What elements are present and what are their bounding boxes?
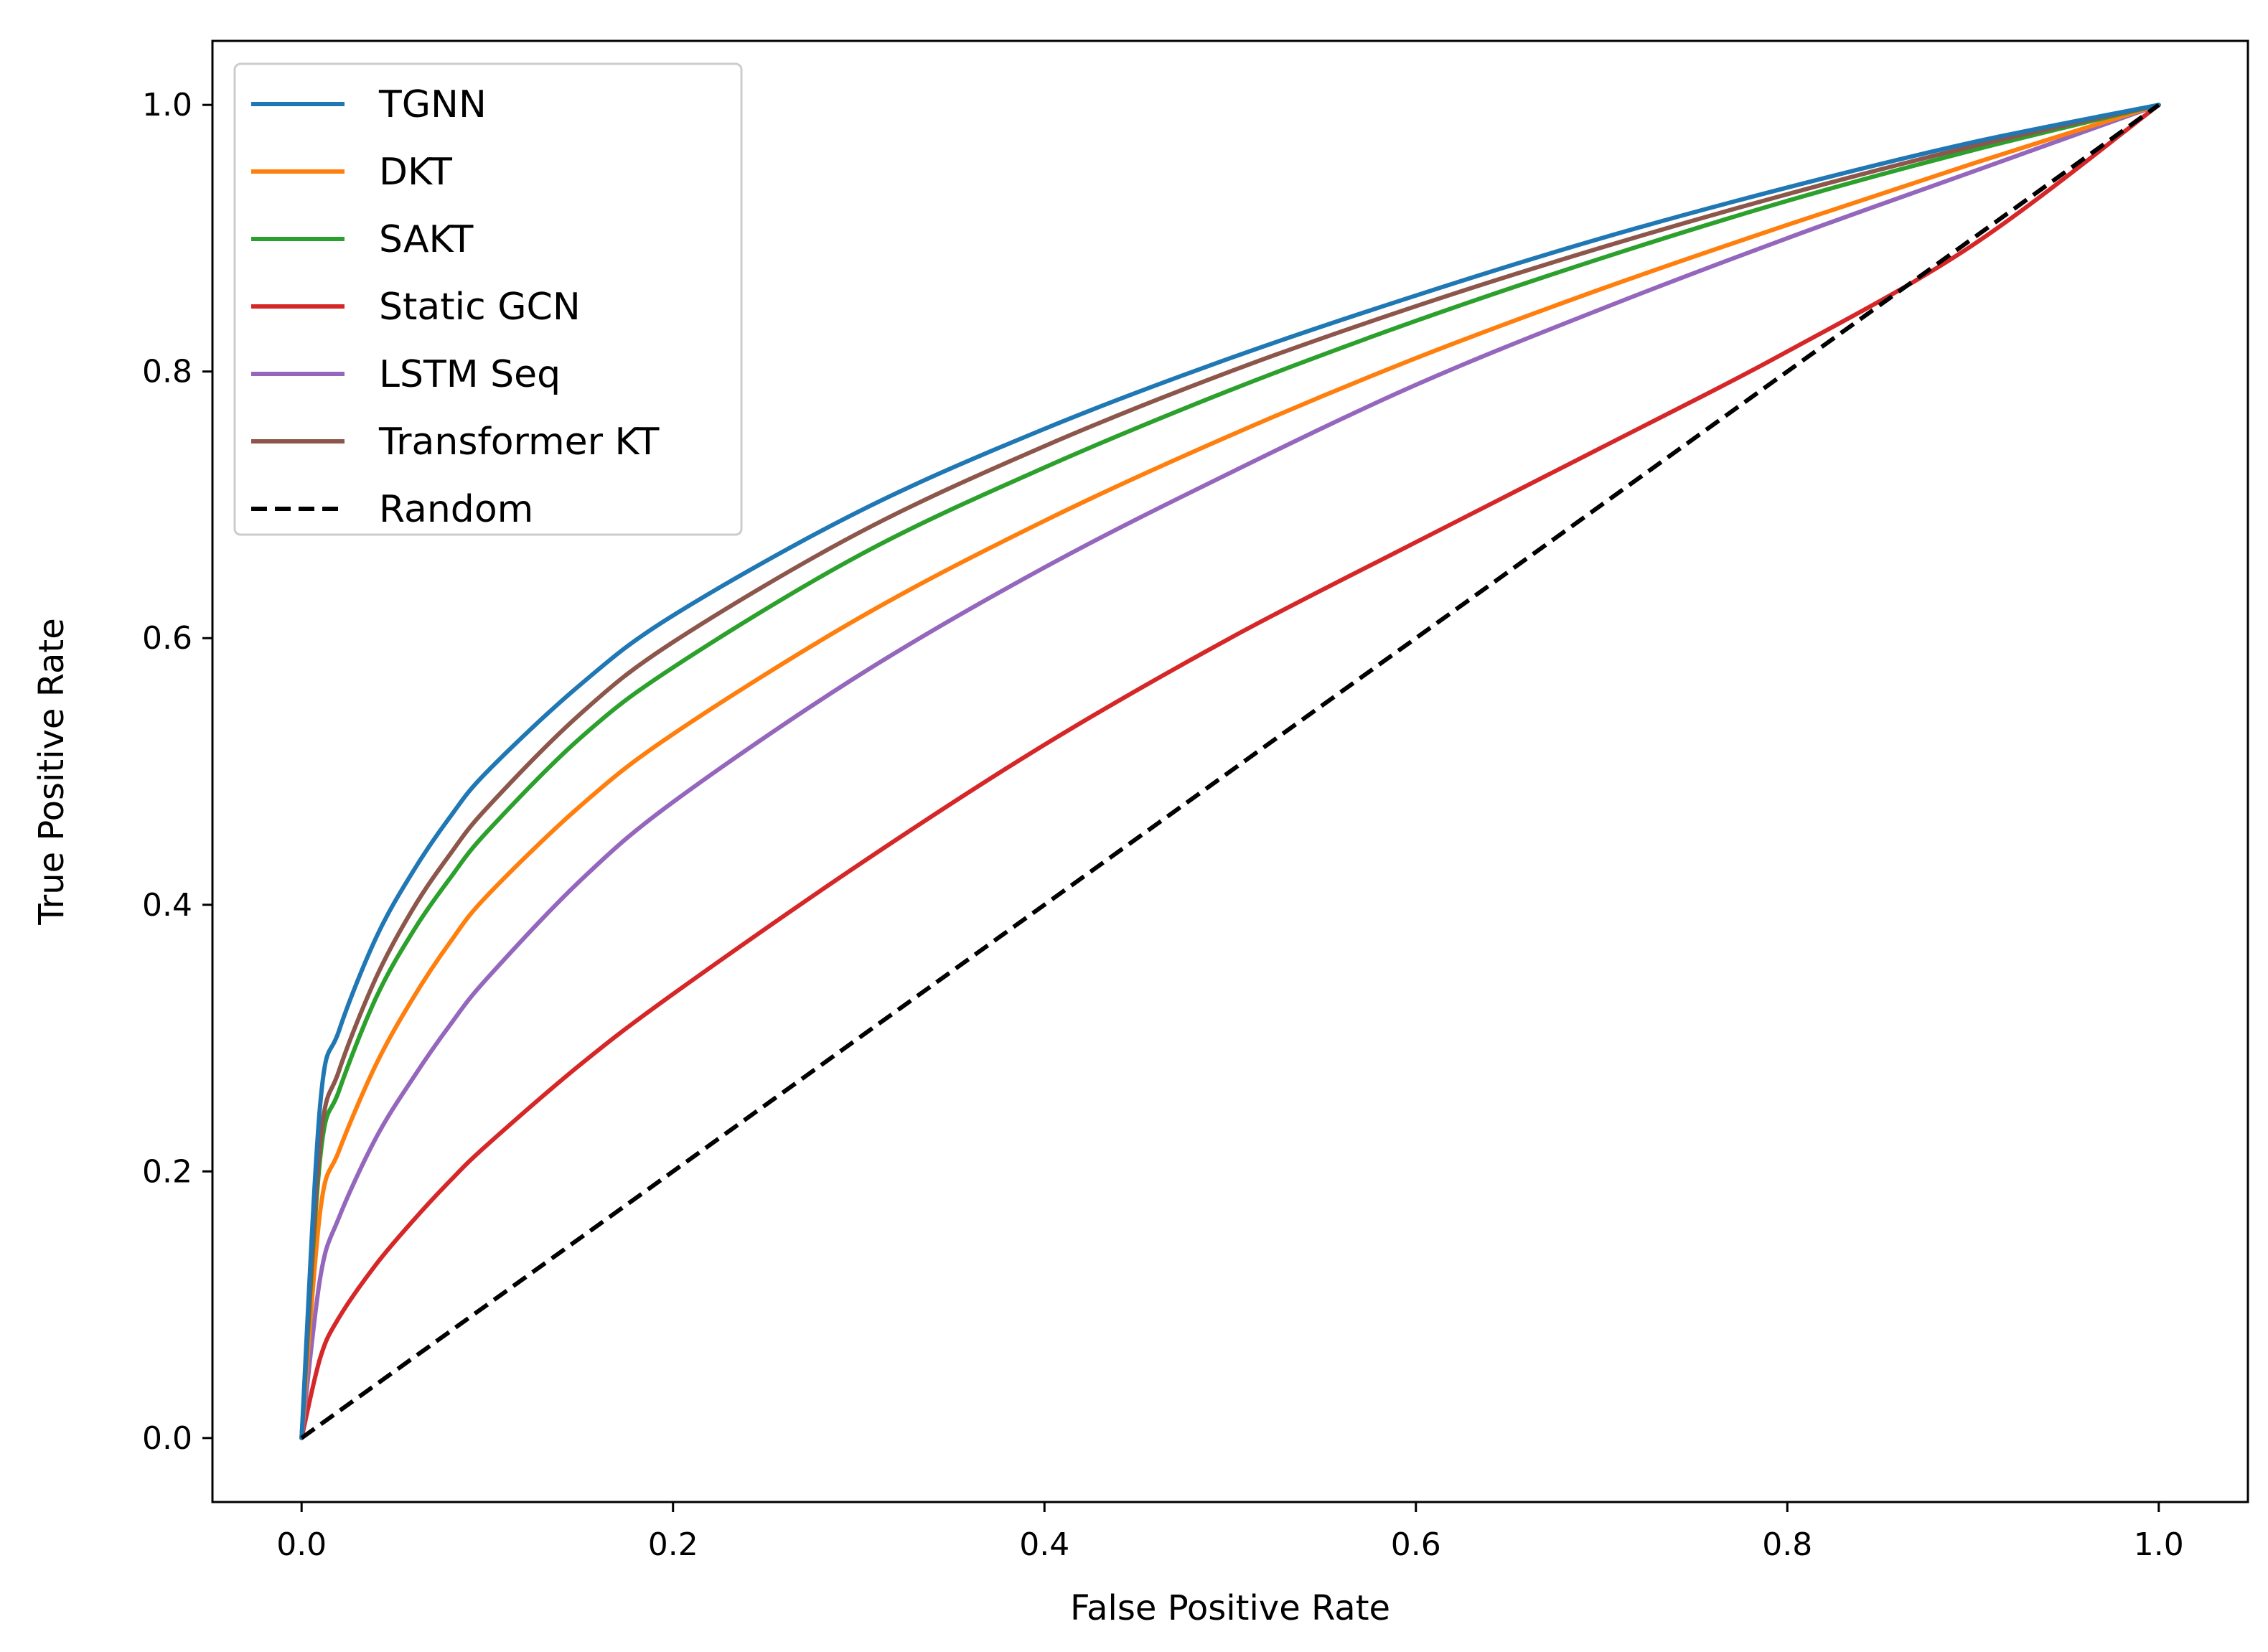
legend-label: LSTM Seq [379,353,561,396]
series-line-dkt [299,103,2161,1440]
x-tick-label: 1.0 [2134,1526,2184,1563]
y-tick-label: 0.0 [142,1420,192,1457]
x-tick-label: 0.2 [648,1526,698,1563]
legend-label: TGNN [378,83,487,126]
legend-label: Static GCN [379,286,581,329]
series-line-transformer-kt [299,103,2161,1440]
legend-label: Random [379,488,533,531]
series-line-static-gcn [299,103,2161,1440]
legend-label: SAKT [379,218,474,261]
y-tick-label: 1.0 [142,87,192,123]
legend-label: Transformer KT [378,421,660,464]
legend-box [233,62,743,536]
x-tick-label: 0.6 [1391,1526,1441,1563]
x-tick-label: 0.0 [276,1526,327,1563]
y-axis-label: True Positive Rate [32,618,72,926]
series-line-random [300,103,2160,1440]
y-tick-label: 0.6 [142,620,192,657]
x-tick-label: 0.8 [1762,1526,1812,1563]
y-tick-label: 0.4 [142,887,192,924]
x-tick-label: 0.4 [1019,1526,1069,1563]
axes-layer: 0.0 0.2 0.4 0.6 0.8 1.0 0.0 0.2 0.4 0.6 0.8 1.0 [142,87,2184,1563]
x-axis-label: False Positive Rate [1070,1588,1390,1628]
series-line-sakt [299,103,2161,1440]
y-tick-label: 0.2 [142,1153,192,1190]
legend: TGNN DKT SAKT Static GCN LSTM Seq Transformer… [233,62,743,536]
y-tick-label: 0.8 [142,354,192,390]
series-line-lstm-seq [299,103,2161,1440]
plot-frame [211,39,2249,1503]
legend-label: DKT [379,151,452,194]
series-line-tgnn [299,103,2161,1440]
series-layer [299,103,2161,1440]
